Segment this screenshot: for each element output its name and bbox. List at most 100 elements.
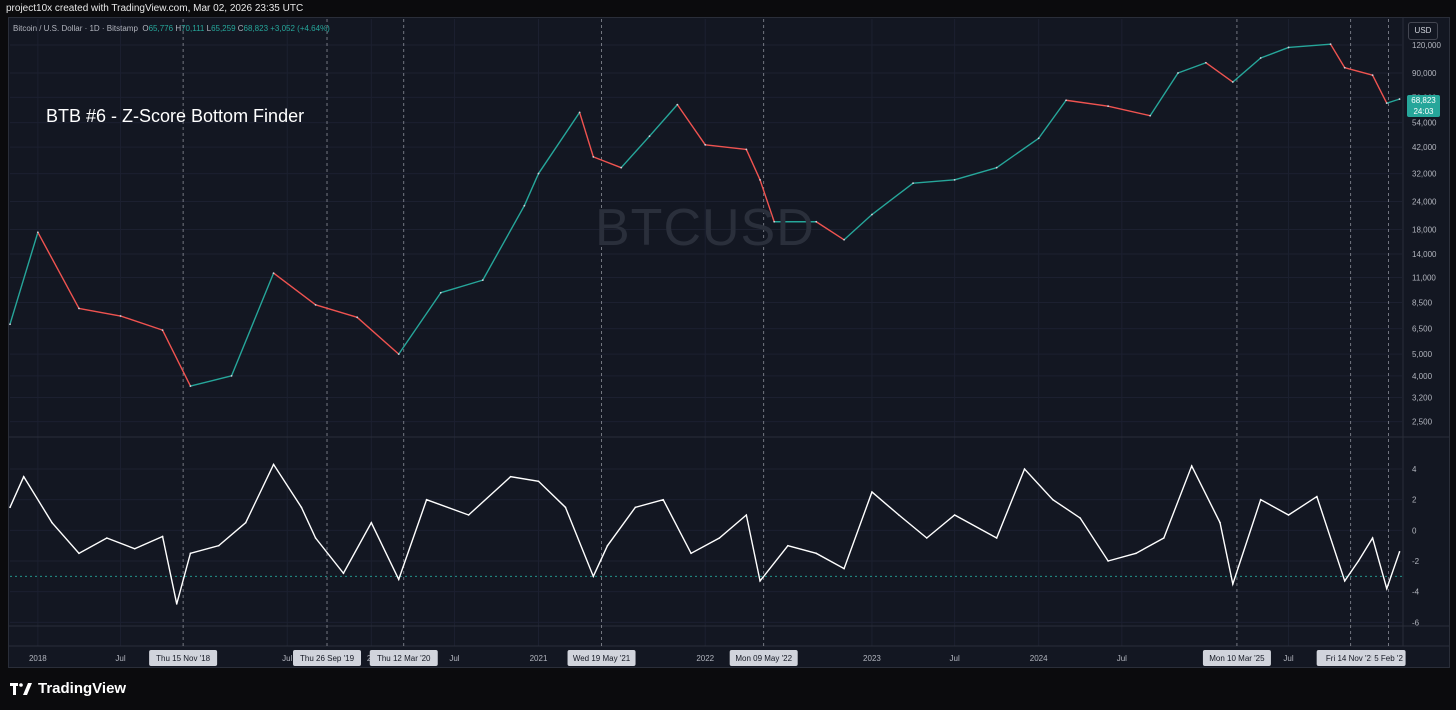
zscore-point [606, 544, 609, 547]
price-point [119, 315, 122, 317]
price-point [9, 323, 11, 326]
zscore-point [9, 506, 11, 509]
zscore-point [1163, 537, 1165, 539]
price-tick-label: 4,000 [1412, 372, 1433, 381]
event-date-badge [293, 650, 362, 666]
currency-button[interactable]: USD [1408, 22, 1438, 40]
price-tick-label: 120,000 [1412, 41, 1441, 50]
zscore-point [1023, 468, 1026, 470]
price-point [648, 135, 651, 138]
zscore-point [509, 475, 512, 478]
zscore-point [1107, 560, 1109, 562]
price-point [592, 155, 595, 158]
zscore-point [898, 514, 900, 516]
zscore-point [106, 537, 108, 539]
zscore-point [843, 567, 845, 570]
price-segment [1177, 62, 1207, 74]
symbol-watermark: BTCUSD [595, 199, 815, 257]
zscore-point [953, 514, 956, 516]
time-tick-label: Jul [1283, 654, 1293, 663]
price-point [189, 385, 192, 387]
zscore-point [1385, 587, 1388, 590]
price-segment [398, 292, 442, 355]
zscore-point [995, 537, 998, 539]
zscore-point [718, 537, 721, 539]
chart-frame[interactable] [8, 17, 1450, 668]
zscore-tick-label: 4 [1412, 465, 1417, 474]
event-date-label: Fri 14 Nov '25 [1326, 654, 1376, 663]
price-tick-label: 8,500 [1412, 299, 1433, 308]
price-point [1065, 99, 1067, 102]
price-segment [1107, 105, 1151, 117]
zscore-point [592, 575, 595, 578]
price-point [230, 374, 233, 377]
price-point [1037, 137, 1040, 140]
event-date-badge [567, 650, 636, 666]
event-date-badge [369, 650, 438, 666]
price-point [773, 220, 776, 223]
time-tick-label: Jul [1117, 654, 1127, 663]
price-segment [815, 221, 845, 241]
price-segment [1232, 57, 1262, 83]
price-point [620, 166, 623, 169]
zscore-point [1079, 517, 1082, 519]
zscore-point [634, 506, 637, 509]
zscore-point [1343, 580, 1346, 582]
price-point [537, 172, 540, 175]
tradingview-brand[interactable]: TradingView [10, 680, 126, 697]
price-point [759, 178, 761, 181]
price-point [953, 178, 956, 181]
price-tick-label: 5,000 [1412, 350, 1433, 359]
price-segment [676, 104, 706, 146]
time-tick-label: 2024 [1030, 654, 1048, 663]
legend-close: 68,823 [243, 24, 269, 33]
zscore-point [272, 463, 275, 466]
zscore-point [662, 498, 665, 501]
price-segment [482, 205, 525, 281]
price-point [995, 166, 998, 169]
brand-name: TradingView [38, 680, 127, 697]
price-segment [593, 156, 622, 169]
price-segment [37, 231, 80, 309]
price-segment [954, 166, 997, 181]
zscore-point [217, 544, 220, 547]
price-segment [578, 112, 594, 158]
zscore-point [537, 480, 540, 483]
price-point [78, 307, 80, 310]
zscore-point [161, 535, 164, 538]
event-date-label: Mon 09 May '22 [735, 654, 792, 663]
price-point [871, 213, 873, 216]
chart-annotation: BTB #6 - Z-Score Bottom Finder [46, 106, 305, 126]
price-segment [1371, 74, 1388, 104]
price-segment [120, 315, 163, 331]
zscore-point [787, 544, 789, 547]
price-segment [871, 182, 914, 216]
price-point [1385, 102, 1388, 105]
zscore-tick-label: -2 [1412, 557, 1420, 566]
price-segment [78, 307, 121, 317]
zscore-point [871, 491, 873, 493]
price-point [1329, 43, 1332, 46]
price-tick-label: 18,000 [1412, 226, 1437, 235]
price-segment [996, 137, 1040, 169]
price-point [1107, 105, 1110, 108]
price-segment [1260, 46, 1289, 59]
zscore-point [370, 521, 373, 524]
zscore-point [759, 580, 761, 582]
price-point [1287, 46, 1290, 49]
price-point [1204, 61, 1207, 64]
zscore-point [244, 521, 247, 524]
time-tick-label: Jul [950, 654, 960, 663]
price-point [1231, 81, 1234, 83]
legend-symbol[interactable]: Bitcoin / U.S. Dollar · 1D · Bitstamp [13, 24, 138, 33]
zscore-point [564, 506, 567, 509]
legend-open-label: O [142, 24, 149, 33]
zscore-point [342, 572, 345, 575]
event-date-label: Thu 12 Mar '20 [377, 654, 431, 663]
zscore-point [925, 537, 928, 539]
price-point [1177, 72, 1179, 74]
price-segment [759, 179, 775, 222]
price-point [1371, 74, 1374, 77]
price-segment [648, 104, 678, 137]
